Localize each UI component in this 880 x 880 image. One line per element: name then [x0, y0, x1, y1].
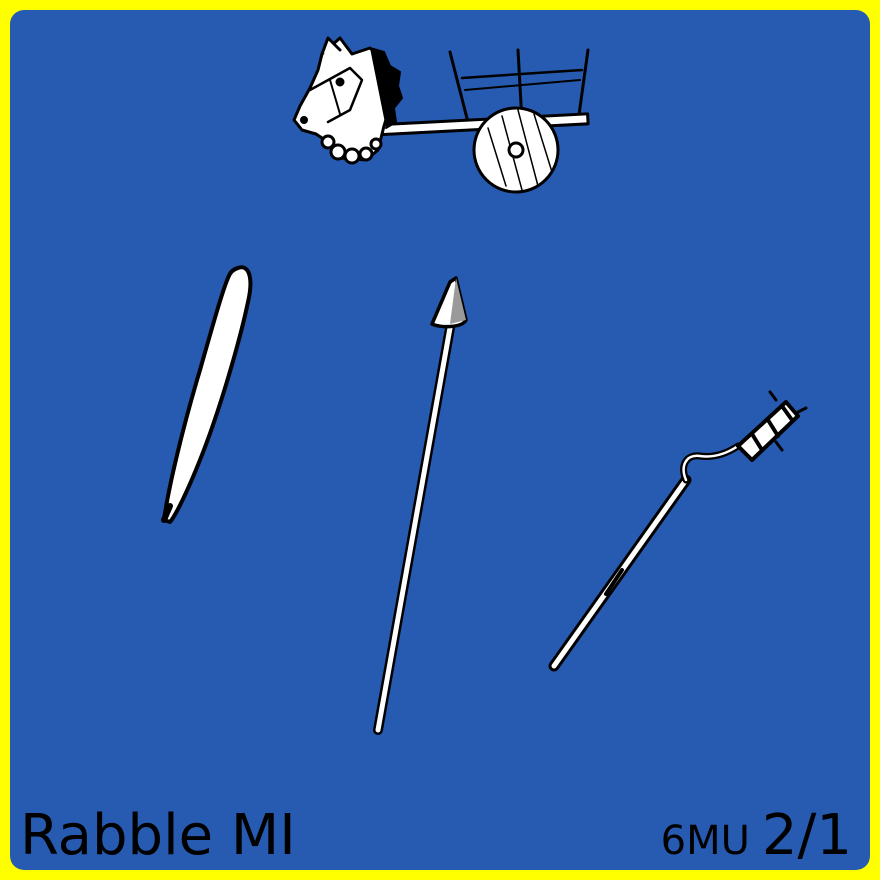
card-field: Rabble MI 6MU 2/1 — [10, 10, 870, 870]
unit-name: Rabble MI — [20, 803, 296, 868]
club-icon — [548, 390, 808, 672]
spear-icon — [373, 276, 468, 735]
horse-cart-icon — [292, 36, 590, 194]
thrown-spear-icon — [161, 265, 253, 524]
movement-value: 6MU — [660, 818, 750, 864]
combat-factors: 2/1 — [761, 803, 852, 868]
unit-stats: 6MU 2/1 — [661, 808, 852, 864]
card-art — [161, 36, 808, 735]
